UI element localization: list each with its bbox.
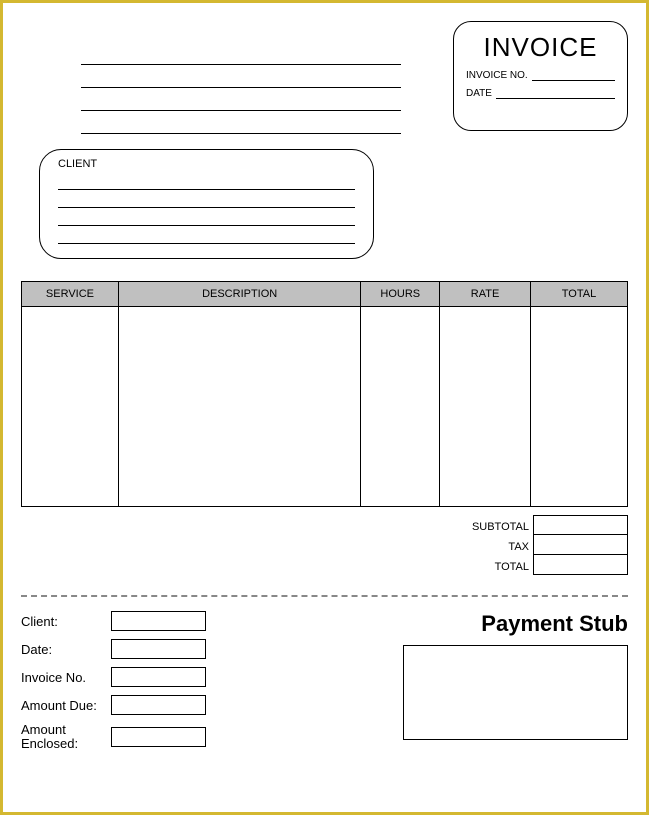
- stub-left: Client: Date: Invoice No. Amount Due: Am…: [21, 611, 206, 760]
- tear-divider: [21, 595, 628, 597]
- address-line[interactable]: [81, 68, 401, 88]
- stub-client-row: Client:: [21, 611, 206, 631]
- invoice-header-box: INVOICE INVOICE NO. DATE: [453, 21, 628, 131]
- stub-amount-due-input[interactable]: [111, 695, 206, 715]
- stub-amount-enclosed-row: Amount Enclosed:: [21, 723, 206, 752]
- stub-amount-enclosed-input[interactable]: [111, 727, 206, 747]
- table-row: [22, 307, 628, 507]
- client-line[interactable]: [58, 208, 355, 226]
- col-rate: RATE: [440, 282, 531, 307]
- stub-client-label: Client:: [21, 614, 111, 629]
- stub-invoice-no-label: Invoice No.: [21, 670, 111, 685]
- client-line[interactable]: [58, 172, 355, 190]
- col-service: SERVICE: [22, 282, 119, 307]
- tax-input[interactable]: [533, 535, 628, 555]
- stub-amount-enclosed-label: Amount Enclosed:: [21, 723, 111, 752]
- cell-rate[interactable]: [440, 307, 531, 507]
- stub-amount-due-label: Amount Due:: [21, 698, 111, 713]
- client-line[interactable]: [58, 190, 355, 208]
- stub-title: Payment Stub: [403, 611, 628, 637]
- invoice-page: INVOICE INVOICE NO. DATE CLIENT SERVICE …: [0, 0, 649, 815]
- client-box: CLIENT: [39, 149, 374, 259]
- subtotal-label: SUBTOTAL: [472, 517, 529, 537]
- stub-date-label: Date:: [21, 642, 111, 657]
- items-table: SERVICE DESCRIPTION HOURS RATE TOTAL: [21, 281, 628, 507]
- invoice-date-input[interactable]: [496, 87, 615, 99]
- table-header-row: SERVICE DESCRIPTION HOURS RATE TOTAL: [22, 282, 628, 307]
- stub-client-input[interactable]: [111, 611, 206, 631]
- cell-hours[interactable]: [361, 307, 440, 507]
- invoice-date-label: DATE: [466, 88, 492, 99]
- col-hours: HOURS: [361, 282, 440, 307]
- total-label: TOTAL: [472, 557, 529, 577]
- address-lines: [81, 45, 401, 137]
- cell-total[interactable]: [531, 307, 628, 507]
- totals-section: SUBTOTAL TAX TOTAL: [21, 515, 628, 577]
- invoice-date-row: DATE: [466, 87, 615, 99]
- stub-invoice-no-input[interactable]: [111, 667, 206, 687]
- top-section: INVOICE INVOICE NO. DATE: [21, 21, 628, 137]
- invoice-no-row: INVOICE NO.: [466, 69, 615, 81]
- totals-labels: SUBTOTAL TAX TOTAL: [472, 515, 529, 577]
- stub-invoice-no-row: Invoice No.: [21, 667, 206, 687]
- subtotal-input[interactable]: [533, 515, 628, 535]
- invoice-no-input[interactable]: [532, 69, 615, 81]
- stub-right: Payment Stub: [403, 611, 628, 760]
- address-line[interactable]: [81, 91, 401, 111]
- stub-notes-box[interactable]: [403, 645, 628, 740]
- address-line[interactable]: [81, 114, 401, 134]
- stub-amount-due-row: Amount Due:: [21, 695, 206, 715]
- stub-date-row: Date:: [21, 639, 206, 659]
- client-line[interactable]: [58, 226, 355, 244]
- stub-date-input[interactable]: [111, 639, 206, 659]
- payment-stub: Client: Date: Invoice No. Amount Due: Am…: [21, 611, 628, 760]
- tax-label: TAX: [472, 537, 529, 557]
- totals-boxes: [533, 515, 628, 575]
- col-description: DESCRIPTION: [118, 282, 360, 307]
- total-input[interactable]: [533, 555, 628, 575]
- address-line[interactable]: [81, 45, 401, 65]
- col-total: TOTAL: [531, 282, 628, 307]
- cell-description[interactable]: [118, 307, 360, 507]
- client-label: CLIENT: [58, 158, 355, 170]
- cell-service[interactable]: [22, 307, 119, 507]
- invoice-title: INVOICE: [466, 32, 615, 63]
- invoice-no-label: INVOICE NO.: [466, 70, 528, 81]
